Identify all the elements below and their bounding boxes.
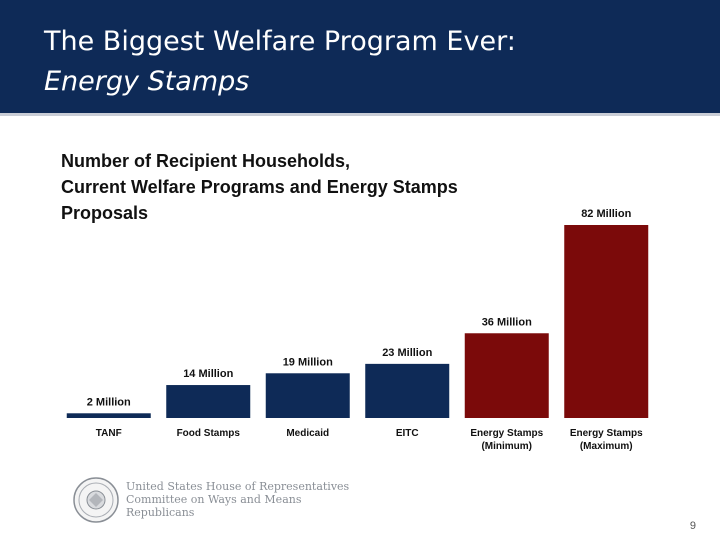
value-label-energy-stamps-minimum: 36 Million (482, 316, 532, 328)
category-label-energy-stamps-minimum: Energy Stamps (Minimum) (470, 428, 543, 452)
bar-medicaid (265, 373, 350, 418)
chart-title: Number of Recipient Households, Current … (61, 151, 458, 223)
header-divider (0, 113, 720, 116)
bar-eitc (365, 363, 450, 418)
bar-energy-stamps-minimum (464, 333, 549, 418)
slide-title: The Biggest Welfare Program Ever: (44, 26, 516, 57)
bar-tanf (66, 413, 151, 418)
footer-org-line1: United States House of Representatives (126, 480, 350, 493)
value-label-eitc: 23 Million (382, 347, 432, 359)
category-label-food-stamps: Food Stamps (177, 428, 241, 439)
slide-subtitle: Energy Stamps (44, 66, 250, 97)
value-label-medicaid: 19 Million (283, 356, 333, 368)
page-number: 9 (689, 520, 696, 532)
footer-org: United States House of Representatives C… (126, 480, 386, 519)
value-label-food-stamps: 14 Million (183, 368, 233, 380)
footer-org-line3: Republicans (126, 506, 195, 519)
house-seal-icon (73, 477, 119, 523)
bar-energy-stamps-maximum (564, 225, 649, 418)
category-label-energy-stamps-maximum: Energy Stamps (Maximum) (570, 428, 643, 452)
category-label-medicaid: Medicaid (286, 428, 329, 439)
header-banner (0, 0, 720, 113)
footer-org-line2: Committee on Ways and Means (126, 493, 302, 506)
bar-food-stamps (166, 385, 251, 418)
category-label-tanf: TANF (96, 428, 122, 439)
value-label-energy-stamps-maximum: 82 Million (581, 208, 631, 220)
category-label-eitc: EITC (396, 428, 419, 439)
value-label-tanf: 2 Million (87, 396, 131, 408)
